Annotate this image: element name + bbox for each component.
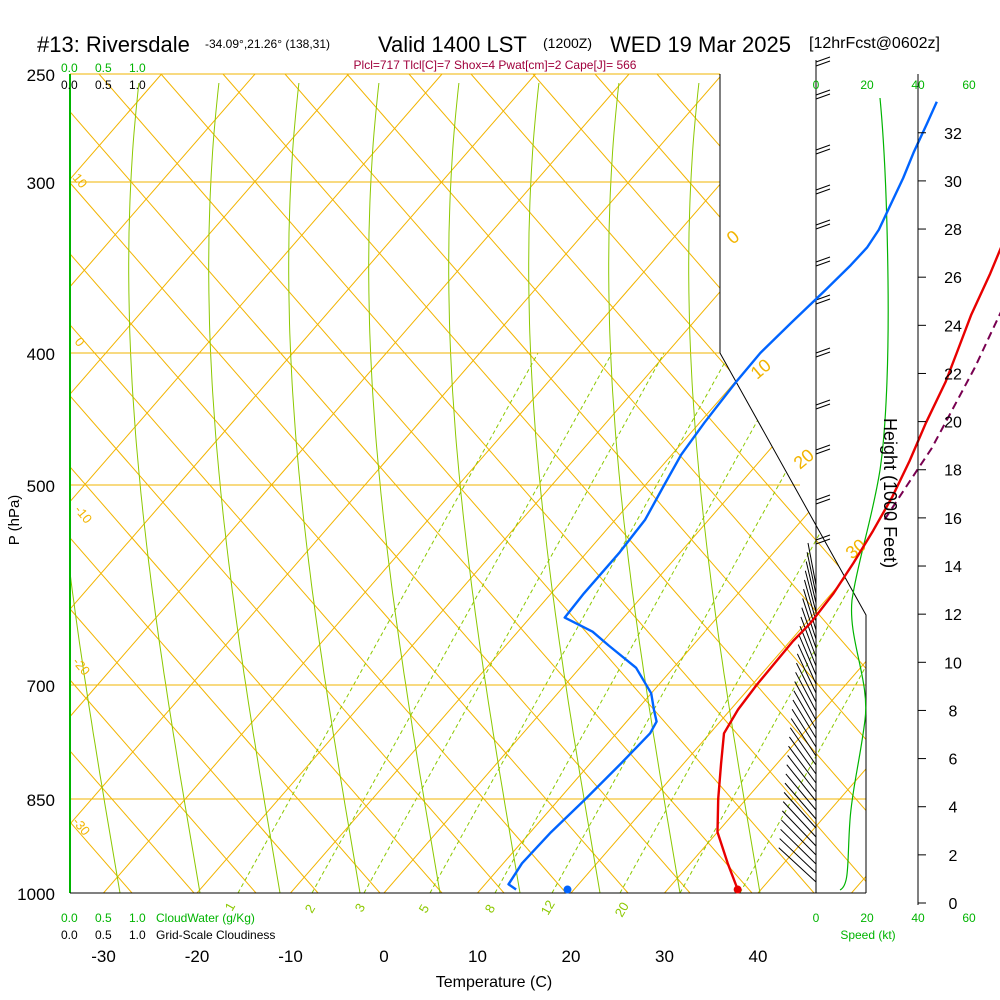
- mixing-ratio-label: 12: [538, 897, 558, 917]
- station-title: #13: Riversdale: [37, 32, 190, 57]
- height-tick-label: 6: [949, 752, 958, 769]
- height-tick-label: 24: [944, 318, 962, 335]
- svg-text:40: 40: [911, 911, 925, 925]
- pressure-tick-label: 400: [27, 345, 55, 364]
- wind-barbs: [778, 56, 831, 883]
- svg-text:0.0: 0.0: [61, 78, 78, 92]
- height-tick-label: 10: [944, 655, 962, 672]
- svg-text:1.0: 1.0: [129, 78, 146, 92]
- pressure-tick-label: 300: [27, 174, 55, 193]
- svg-text:0.5: 0.5: [95, 911, 112, 925]
- temperature-tick-label: 40: [749, 947, 768, 966]
- height-tick-label: 12: [944, 607, 962, 624]
- isotherm-label: 20: [790, 445, 818, 473]
- temperature-tick-label: 0: [379, 947, 388, 966]
- svg-text:0: 0: [813, 911, 820, 925]
- top-scale-green: 0.0 0.5 1.0: [61, 61, 146, 75]
- height-tick-label: 0: [949, 896, 958, 913]
- svg-text:60: 60: [962, 78, 976, 92]
- svg-text:0: 0: [813, 78, 820, 92]
- cloudwater-label: CloudWater (g/Kg): [156, 911, 255, 925]
- speed-label: Speed (kt): [840, 928, 895, 942]
- height-tick-label: 30: [944, 174, 962, 191]
- height-tick-label: 32: [944, 126, 962, 143]
- surface-dewpoint-marker: [563, 885, 572, 894]
- temperature-tick-label: 20: [562, 947, 581, 966]
- height-tick-label: 18: [944, 463, 962, 480]
- temperature-tick-label: -10: [278, 947, 303, 966]
- svg-text:0.5: 0.5: [95, 61, 112, 75]
- isobar-lines: [70, 73, 866, 894]
- temperature-tick-label: -30: [91, 947, 116, 966]
- cloudiness-label: Grid-Scale Cloudiness: [156, 928, 275, 942]
- svg-text:20: 20: [860, 911, 874, 925]
- utc-time: (1200Z): [543, 35, 592, 51]
- svg-text:0.0: 0.0: [61, 928, 78, 942]
- height-tick-label: 4: [949, 800, 958, 817]
- surface-temperature-marker: [733, 885, 742, 894]
- plot-frame: [719, 74, 867, 893]
- pressure-tick-label: 500: [27, 477, 55, 496]
- pressure-tick-label: 1000: [17, 885, 55, 904]
- temperature-profile-line: [716, 246, 1000, 890]
- bottom-scale-black: 0.0 0.5 1.0 Grid-Scale Cloudiness: [61, 928, 275, 942]
- mixing-ratio-label: 8: [482, 902, 499, 916]
- svg-text:1.0: 1.0: [129, 911, 146, 925]
- temperature-tick-label: -20: [185, 947, 210, 966]
- isotherm-label: 10: [747, 355, 775, 383]
- dewpoint-profile-line: [507, 101, 938, 891]
- height-tick-label: 22: [944, 366, 962, 383]
- height-tick-label: 20: [944, 415, 962, 432]
- dry-adiabat-label: 10: [70, 170, 91, 191]
- wind-speed-profile: [839, 97, 889, 891]
- pressure-tick-label: 700: [27, 677, 55, 696]
- svg-text:60: 60: [962, 911, 976, 925]
- dry-adiabat-label: -10: [72, 502, 96, 526]
- valid-time: Valid 1400 LST: [378, 32, 527, 57]
- height-tick-label: 16: [944, 511, 962, 528]
- svg-text:0.5: 0.5: [95, 928, 112, 942]
- pressure-tick-label: 250: [27, 66, 55, 85]
- height-tick-label: 8: [949, 703, 958, 720]
- mixing-ratio-label: 20: [612, 899, 632, 919]
- mixing-ratio-label: 2: [302, 902, 319, 916]
- sounding-profiles: [507, 101, 1000, 894]
- station-location: -34.09°,21.26° (138,31): [205, 37, 330, 51]
- moist-adiabat-grid: [70, 82, 761, 893]
- height-tick-label: 28: [944, 222, 962, 239]
- temperature-tick-label: 30: [655, 947, 674, 966]
- forecast-info: [12hrFcst@0602z]: [809, 35, 940, 52]
- svg-text:0.5: 0.5: [95, 78, 112, 92]
- mixing-ratio-label: 5: [416, 902, 433, 916]
- height-tick-label: 14: [944, 559, 962, 576]
- svg-text:1.0: 1.0: [129, 928, 146, 942]
- svg-text:0.0: 0.0: [61, 911, 78, 925]
- isotherm-label: 0: [723, 226, 744, 248]
- height-axis-title: Height (1000 Feet): [880, 418, 900, 568]
- dry-adiabat-label: -20: [70, 654, 94, 678]
- valid-date: WED 19 Mar 2025: [610, 32, 791, 57]
- isotherm-and-dry-adiabat-grid: [70, 74, 866, 893]
- y-axis-title: P (hPa): [6, 495, 23, 546]
- speed-scale-top: 0 20 40 60: [813, 78, 976, 92]
- svg-text:20: 20: [860, 78, 874, 92]
- height-tick-label: 2: [949, 848, 958, 865]
- svg-text:0.0: 0.0: [61, 61, 78, 75]
- pressure-tick-label: 850: [27, 791, 55, 810]
- dry-adiabat-label: -30: [70, 814, 94, 838]
- speed-scale-bottom: 0 20 40 60 Speed (kt): [813, 911, 976, 942]
- parcel-profile-line: [883, 311, 1000, 521]
- temperature-tick-label: 10: [468, 947, 487, 966]
- top-scale-black: 0.0 0.5 1.0: [61, 78, 146, 92]
- x-axis-title: Temperature (C): [436, 974, 552, 991]
- height-tick-label: 26: [944, 270, 962, 287]
- stability-indices: Plcl=717 Tlcl[C]=7 Shox=4 Pwat[cm]=2 Cap…: [354, 58, 637, 72]
- mixing-ratio-label: 3: [352, 901, 369, 915]
- svg-text:1.0: 1.0: [129, 61, 146, 75]
- bottom-scale-green: 0.0 0.5 1.0 CloudWater (g/Kg): [61, 911, 255, 925]
